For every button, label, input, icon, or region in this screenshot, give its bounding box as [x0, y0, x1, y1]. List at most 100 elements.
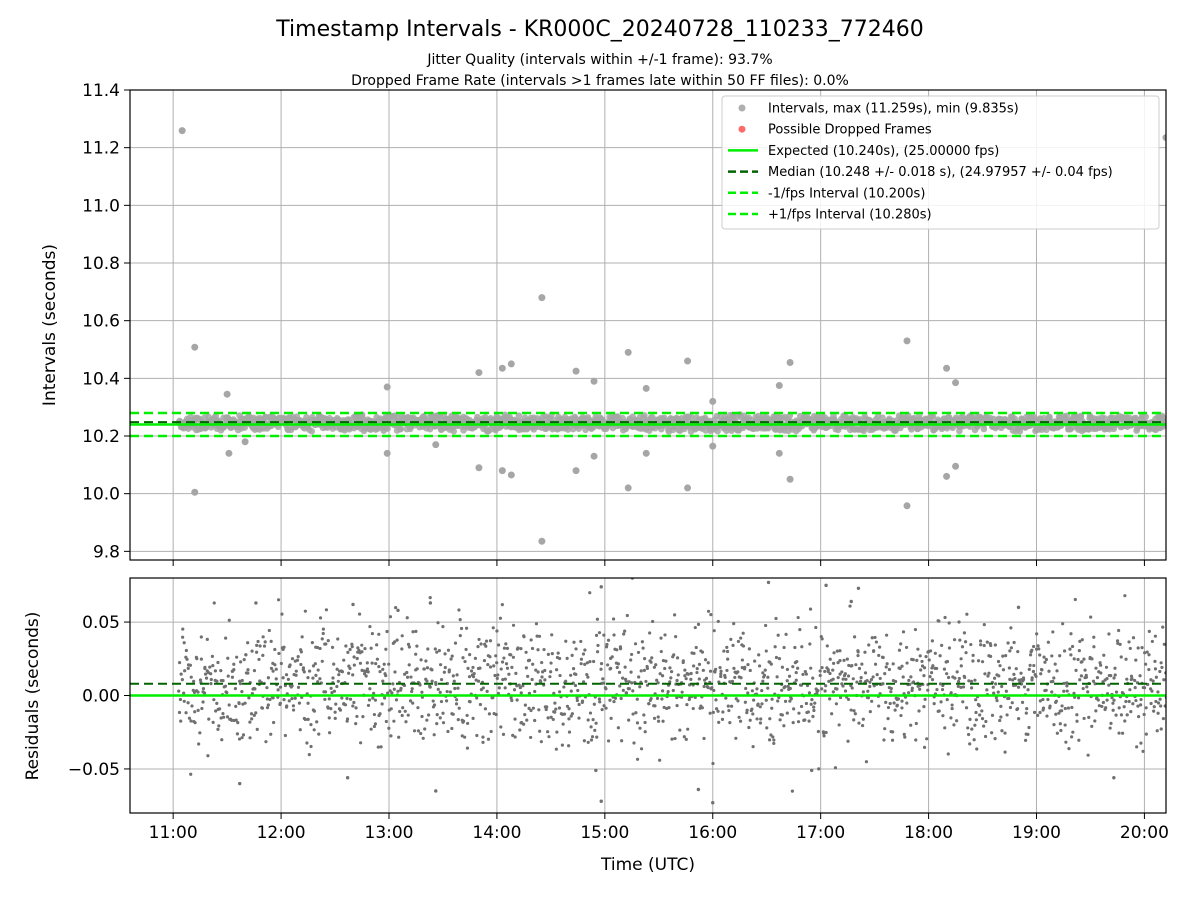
data-point [929, 412, 937, 420]
data-point [389, 734, 393, 738]
data-point [311, 676, 315, 680]
outlier-point [709, 442, 717, 450]
data-point [1047, 669, 1051, 673]
data-point [518, 685, 522, 690]
data-point [811, 714, 815, 719]
data-point [863, 671, 868, 675]
data-point [290, 684, 294, 688]
data-point [852, 709, 856, 713]
data-point [572, 640, 576, 644]
data-point [632, 741, 636, 745]
outlier-point [396, 608, 400, 613]
data-point [1065, 681, 1069, 685]
data-point [890, 738, 895, 742]
data-point [850, 686, 854, 690]
data-point [849, 708, 853, 712]
data-point [290, 697, 294, 701]
data-point [1060, 704, 1064, 708]
data-point [678, 728, 682, 732]
data-point [746, 691, 750, 695]
data-point [922, 666, 927, 670]
data-point [499, 667, 503, 671]
data-point [1003, 731, 1007, 735]
data-point [963, 640, 968, 644]
data-point [214, 709, 218, 713]
data-point [621, 688, 625, 692]
data-point [597, 631, 602, 635]
data-point [569, 689, 573, 693]
data-point [1070, 644, 1075, 649]
data-point [612, 699, 616, 704]
outlier-point [903, 502, 911, 510]
data-point [329, 707, 333, 711]
data-point [585, 672, 589, 677]
data-point [673, 613, 677, 617]
data-point [514, 671, 518, 676]
data-point [915, 658, 919, 662]
data-point [511, 623, 516, 627]
data-point [935, 687, 939, 692]
data-point [1095, 676, 1100, 680]
data-point [709, 613, 713, 617]
data-point [776, 633, 780, 637]
data-point [883, 672, 887, 676]
data-point [1079, 674, 1084, 678]
data-point [1144, 706, 1148, 710]
data-point [495, 676, 499, 681]
data-point [540, 675, 544, 679]
data-point [1034, 674, 1038, 679]
data-point [930, 678, 935, 682]
data-point [1135, 745, 1139, 749]
data-point [387, 726, 391, 730]
data-point [536, 648, 540, 652]
data-point [990, 713, 995, 717]
data-point [496, 643, 501, 647]
data-point [240, 690, 244, 694]
data-point [751, 712, 755, 716]
outlier-point [383, 449, 391, 457]
data-point [192, 679, 196, 684]
data-point [216, 727, 220, 731]
data-point [1159, 661, 1163, 665]
data-point [905, 701, 909, 705]
data-point [430, 668, 434, 672]
data-point [1076, 657, 1080, 662]
data-point [1084, 673, 1088, 678]
data-point [916, 647, 920, 651]
data-point [327, 716, 331, 720]
data-point [1161, 625, 1165, 629]
data-point [232, 662, 236, 666]
data-point [1039, 672, 1043, 676]
data-point [256, 639, 260, 644]
data-point [937, 619, 941, 623]
data-point [346, 650, 350, 654]
data-point [757, 664, 762, 668]
data-point [509, 653, 513, 657]
data-point [970, 727, 974, 731]
data-point [244, 653, 248, 657]
data-point [993, 737, 997, 741]
data-point [268, 697, 272, 702]
data-point [539, 680, 543, 684]
data-point [1109, 721, 1113, 725]
data-point [801, 672, 805, 677]
data-point [723, 675, 727, 679]
data-point [529, 708, 533, 713]
data-point [889, 690, 893, 694]
data-point [225, 690, 229, 695]
data-point [656, 719, 661, 723]
data-point [1098, 661, 1102, 665]
data-point [994, 696, 998, 700]
data-point [212, 698, 216, 702]
data-point [398, 709, 402, 714]
data-point [374, 661, 378, 666]
data-point [403, 709, 407, 713]
data-point [682, 735, 686, 739]
data-point [530, 646, 535, 651]
data-point [953, 676, 957, 680]
data-point [414, 629, 418, 633]
data-point [1151, 679, 1155, 683]
data-point [186, 666, 190, 670]
data-point [1125, 677, 1129, 681]
data-point [683, 674, 687, 678]
